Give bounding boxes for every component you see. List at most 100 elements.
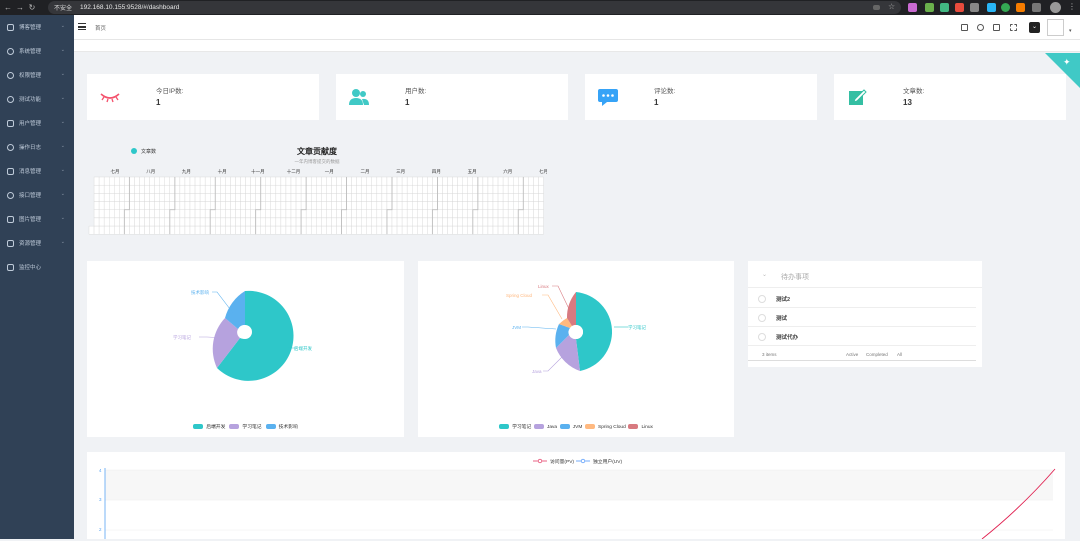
heatmap-cell[interactable] <box>457 201 463 210</box>
heatmap-cell[interactable] <box>235 201 241 210</box>
heatmap-cell[interactable] <box>179 217 186 227</box>
heatmap-cell[interactable] <box>351 193 357 202</box>
heatmap-cell[interactable] <box>250 225 256 235</box>
heatmap-cell[interactable] <box>225 176 231 186</box>
heatmap-cell[interactable] <box>199 176 206 186</box>
heatmap-cell[interactable] <box>381 209 388 219</box>
heatmap-cell[interactable] <box>427 225 433 235</box>
heatmap-cell[interactable] <box>169 193 176 202</box>
heatmap-cell[interactable] <box>462 201 468 210</box>
heatmap-cell[interactable] <box>316 225 322 235</box>
heatmap-cell[interactable] <box>230 225 236 235</box>
heatmap-cell[interactable] <box>295 184 302 194</box>
heatmap-cell[interactable] <box>513 209 519 219</box>
heatmap-cell[interactable] <box>300 201 307 210</box>
heatmap-cell[interactable] <box>477 176 484 186</box>
legend-item[interactable]: JVM <box>559 424 582 430</box>
heatmap-cell[interactable] <box>184 193 191 202</box>
heatmap-cell[interactable] <box>280 201 287 210</box>
heatmap-cell[interactable] <box>331 176 337 186</box>
heatmap-cell[interactable] <box>240 184 246 194</box>
heatmap-cell[interactable] <box>209 201 216 210</box>
heatmap-cell[interactable] <box>406 184 413 194</box>
heatmap-cell[interactable] <box>391 193 398 202</box>
heatmap-cell[interactable] <box>255 209 261 219</box>
heatmap-cell[interactable] <box>492 201 499 210</box>
heatmap-cell[interactable] <box>179 209 186 219</box>
security-warning[interactable]: 不安全 <box>54 6 73 12</box>
heatmap-cell[interactable] <box>427 209 433 219</box>
heatmap-cell[interactable] <box>326 225 332 235</box>
heatmap-cell[interactable] <box>275 209 282 219</box>
heatmap-cell[interactable] <box>412 176 418 186</box>
heatmap-cell[interactable] <box>209 217 216 227</box>
heatmap-cell[interactable] <box>129 201 135 210</box>
heatmap-cell[interactable] <box>189 217 196 227</box>
heatmap-cell[interactable] <box>270 201 277 210</box>
heatmap-cell[interactable] <box>215 184 221 194</box>
heatmap-cell[interactable] <box>204 176 211 186</box>
todo-text[interactable]: 测试代办 <box>776 335 799 341</box>
heatmap-cell[interactable] <box>412 209 418 219</box>
heatmap-cell[interactable] <box>538 225 544 235</box>
heatmap-cell[interactable] <box>437 193 443 202</box>
heatmap-cell[interactable] <box>245 193 251 202</box>
heatmap-cell[interactable] <box>174 209 181 219</box>
heatmap-cell[interactable] <box>533 193 539 202</box>
heatmap-cell[interactable] <box>220 201 226 210</box>
heatmap-cell[interactable] <box>502 209 509 219</box>
heatmap-cell[interactable] <box>184 225 191 235</box>
heatmap-cell[interactable] <box>381 225 388 235</box>
heatmap-cell[interactable] <box>427 217 433 227</box>
heatmap-cell[interactable] <box>391 209 398 219</box>
heatmap-cell[interactable] <box>452 201 458 210</box>
heatmap-cell[interactable] <box>467 217 474 227</box>
heatmap-cell[interactable] <box>305 217 312 227</box>
heatmap-cell[interactable] <box>331 209 337 219</box>
heatmap-cell[interactable] <box>497 184 504 194</box>
heatmap-cell[interactable] <box>305 209 312 219</box>
heatmap-cell[interactable] <box>376 193 383 202</box>
sidebar-item-permission[interactable]: 权限管理 ⌄ <box>0 63 74 87</box>
heatmap-cell[interactable] <box>341 184 347 194</box>
heatmap-cell[interactable] <box>129 225 135 235</box>
line-legend-uv[interactable]: 独立用户(UV) <box>593 458 622 465</box>
heatmap-cell[interactable] <box>275 184 282 194</box>
heatmap-cell[interactable] <box>159 225 165 235</box>
heatmap-cell[interactable] <box>285 193 292 202</box>
heatmap-cell[interactable] <box>513 201 519 210</box>
heatmap-cell[interactable] <box>260 217 266 227</box>
heatmap-cell[interactable] <box>194 209 201 219</box>
heatmap-cell[interactable] <box>462 217 468 227</box>
heatmap-cell[interactable] <box>497 217 504 227</box>
todo-item[interactable]: 测试 <box>748 309 976 327</box>
heatmap-cell[interactable] <box>280 176 287 186</box>
heatmap-cell[interactable] <box>260 193 266 202</box>
heatmap-cell[interactable] <box>174 201 181 210</box>
heatmap-cell[interactable] <box>442 209 448 219</box>
heatmap-cell[interactable] <box>452 209 458 219</box>
heatmap-cell[interactable] <box>305 193 312 202</box>
heatmap-cell[interactable] <box>149 201 155 210</box>
heatmap-cell[interactable] <box>321 225 327 235</box>
heatmap-cell[interactable] <box>255 217 261 227</box>
heatmap-cell[interactable] <box>497 176 504 186</box>
heatmap-cell[interactable] <box>528 201 534 210</box>
heatmap-cell[interactable] <box>513 217 519 227</box>
sidebar-item-messages[interactable]: 消息管理 ⌄ <box>0 159 74 183</box>
heatmap-cell[interactable] <box>114 225 120 235</box>
profile-avatar-icon[interactable] <box>1050 2 1061 13</box>
heatmap-cell[interactable] <box>497 209 504 219</box>
heatmap-cell[interactable] <box>336 201 342 210</box>
heatmap-cell[interactable] <box>109 225 115 235</box>
heatmap-cell[interactable] <box>336 176 342 186</box>
heatmap-cell[interactable] <box>240 217 246 227</box>
heatmap-cell[interactable] <box>139 193 145 202</box>
heatmap-cell[interactable] <box>270 176 277 186</box>
heatmap-cell[interactable] <box>270 184 277 194</box>
heatmap-cell[interactable] <box>331 217 337 227</box>
heatmap-cell[interactable] <box>245 201 251 210</box>
github-icon[interactable] <box>977 24 984 31</box>
heatmap-cell[interactable] <box>462 225 468 235</box>
heatmap-cell[interactable] <box>457 193 463 202</box>
